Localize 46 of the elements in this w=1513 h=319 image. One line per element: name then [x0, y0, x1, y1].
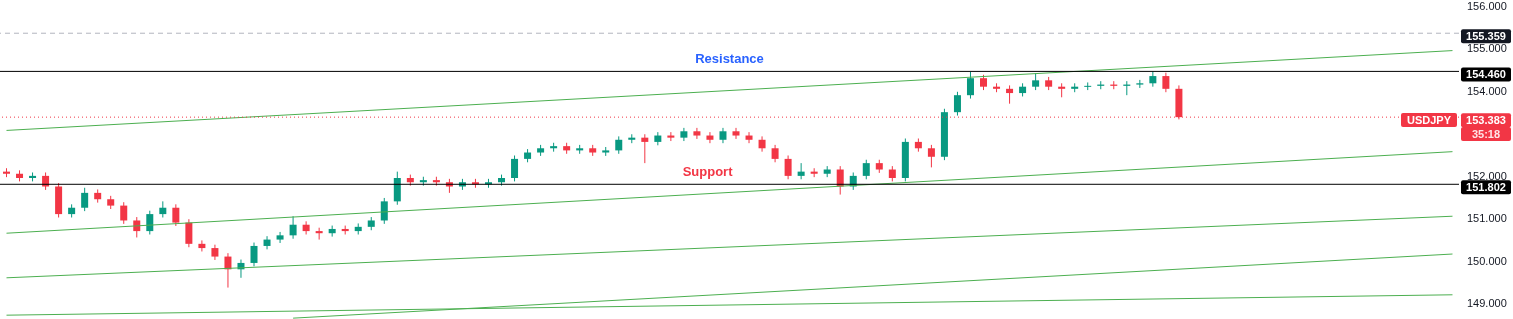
candlestick [250, 242, 258, 267]
annotation: Resistance [694, 51, 765, 68]
ref-line-label: 151.802 [1466, 181, 1506, 194]
candlestick [172, 203, 180, 227]
candlestick [1006, 84, 1014, 105]
candlestick [1149, 70, 1157, 88]
candlestick [263, 235, 271, 250]
candlestick [680, 127, 688, 142]
y-tick-label: 152.000 [1467, 169, 1507, 182]
ref-line-label: 154.460 [1466, 68, 1506, 81]
candlestick [693, 127, 701, 140]
candlestick [380, 197, 388, 225]
candlestick [758, 135, 766, 153]
candlestick [927, 144, 935, 168]
candlestick [706, 131, 714, 144]
candlestick [862, 159, 870, 180]
candlestick [302, 220, 310, 235]
y-tick-label: 155.000 [1467, 42, 1507, 55]
candlestick [276, 231, 284, 244]
y-tick-label: 150.000 [1467, 254, 1507, 267]
candlestick [745, 131, 753, 144]
candlestick [393, 171, 401, 206]
annotation: Support [681, 164, 734, 181]
candlestick [315, 227, 323, 241]
candlestick [784, 154, 792, 180]
candlestick [120, 201, 128, 225]
candlestick [1162, 72, 1170, 93]
text: 35:18 [1461, 127, 1511, 142]
candlestick [667, 131, 675, 142]
candlestick [81, 187, 89, 212]
y-tick-label: 154.000 [1467, 84, 1507, 97]
candlestick [953, 91, 961, 117]
candlestick [797, 162, 805, 180]
y-tick-label: 149.000 [1467, 297, 1507, 310]
ref-line-label: 155.359 [1466, 30, 1506, 43]
candlestick [732, 127, 740, 140]
candlestick [966, 71, 974, 100]
annotation: USDJPY [1401, 113, 1457, 128]
candlestick [641, 133, 649, 164]
candlestick [289, 215, 297, 240]
ref-line-label: 153.383 [1466, 114, 1506, 127]
candlestick [511, 154, 519, 182]
candlestick [198, 239, 206, 252]
y-tick-label: 151.000 [1467, 212, 1507, 225]
y-tick-label: 156.000 [1467, 0, 1507, 12]
candlestick [185, 218, 193, 248]
